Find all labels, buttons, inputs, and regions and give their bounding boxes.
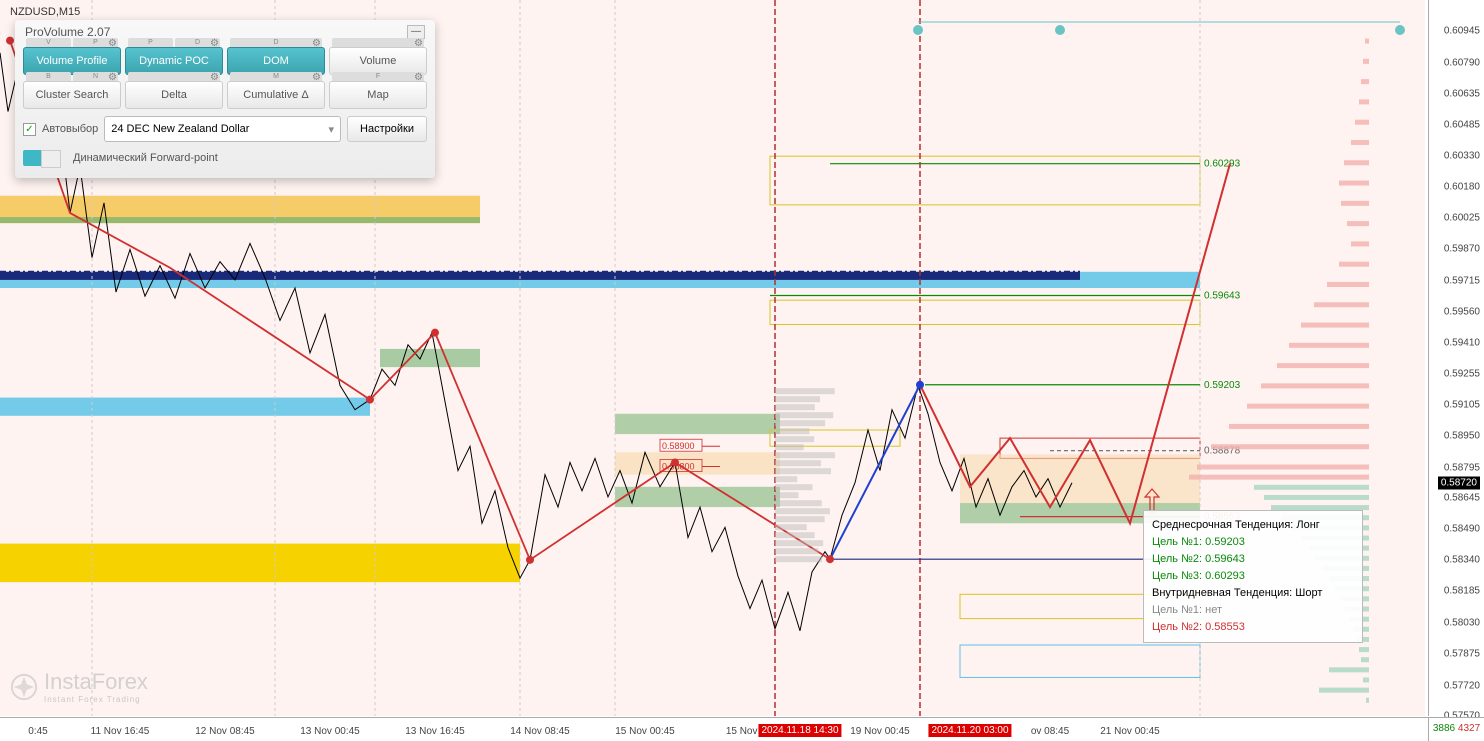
info-line-2: Цель №1: 0.59203	[1152, 534, 1354, 551]
provolume-panel[interactable]: ProVolume 2.07 — VPVolume Profile⚙PDDyna…	[15, 20, 435, 178]
ytick: 0.58950	[1444, 431, 1480, 442]
ytick: 0.60635	[1444, 89, 1480, 100]
ytick: 0.60790	[1444, 57, 1480, 68]
info-line-1: Среднесрочная Тенденция: Лонг	[1152, 517, 1354, 534]
info-line-4: Цель №3: 0.60293	[1152, 568, 1354, 585]
info-line-7: Цель №2: 0.58553	[1152, 619, 1354, 636]
gear-icon[interactable]: ⚙	[312, 38, 321, 49]
panel-button-label: Cluster Search	[36, 89, 109, 101]
xtick: 19 Nov 00:45	[850, 726, 910, 737]
settings-button[interactable]: Настройки	[347, 116, 427, 142]
chevron-down-icon: ▾	[328, 123, 334, 136]
panel-button[interactable]: Delta⚙	[125, 81, 223, 109]
ytick: 0.59715	[1444, 275, 1480, 286]
ytick: 0.57720	[1444, 680, 1480, 691]
logo-sub: Instant Forex Trading	[44, 695, 148, 704]
gear-icon[interactable]: ⚙	[108, 72, 117, 83]
gear-icon[interactable]: ⚙	[414, 72, 423, 83]
logo-icon	[10, 673, 38, 701]
svg-text:0.60293: 0.60293	[1204, 159, 1241, 170]
svg-text:0.58878: 0.58878	[1204, 446, 1241, 457]
corner-b: 4327	[1458, 723, 1480, 734]
xtick: 11 Nov 16:45	[91, 726, 150, 737]
panel-button-label: Map	[367, 89, 388, 101]
xtick: ov 08:45	[1031, 726, 1069, 737]
chart-area[interactable]: 0.602930.596430.592030.588780.585530.583…	[0, 0, 1425, 716]
panel-button-label: Cumulative Δ	[243, 89, 308, 101]
svg-text:0.58900: 0.58900	[662, 441, 695, 451]
logo-brand: InstaForex	[44, 669, 148, 695]
ytick: 0.59255	[1444, 369, 1480, 380]
forward-label: Динамический Forward-point	[73, 152, 218, 164]
settings-label: Настройки	[360, 123, 414, 135]
xtick: 12 Nov 08:45	[195, 726, 255, 737]
ytick: 0.58185	[1444, 586, 1480, 597]
panel-button-label: Dynamic POC	[139, 55, 209, 67]
xtick: 2024.11.20 03:00	[928, 724, 1011, 737]
ytick: 0.60485	[1444, 119, 1480, 130]
ytick: 0.60330	[1444, 151, 1480, 162]
x-axis: 0:45 11 Nov 16:45 12 Nov 08:45 13 Nov 00:45…	[0, 717, 1428, 741]
panel-button-label: Delta	[161, 89, 187, 101]
xtick: 13 Nov 16:45	[405, 726, 465, 737]
forward-toggle[interactable]	[23, 150, 61, 166]
panel-row-2: BNCluster Search⚙Delta⚙MCumulative Δ⚙FMa…	[15, 78, 435, 112]
ytick: 0.59410	[1444, 337, 1480, 348]
autoselect-label: Автовыбор	[42, 123, 98, 135]
xtick: 15 Nov 00:45	[615, 726, 675, 737]
xtick: 13 Nov 00:45	[300, 726, 360, 737]
autoselect-checkbox[interactable]: ✓	[23, 123, 36, 136]
panel-button-label: Volume Profile	[37, 55, 108, 67]
instrument-select[interactable]: 24 DEC New Zealand Dollar ▾	[104, 116, 341, 142]
ytick: 0.58795	[1444, 462, 1480, 473]
panel-button[interactable]: MCumulative Δ⚙	[227, 81, 325, 109]
ytick: 0.58645	[1444, 492, 1480, 503]
info-line-6: Цель №1: нет	[1152, 602, 1354, 619]
ytick: 0.60180	[1444, 181, 1480, 192]
panel-button[interactable]: VPVolume Profile⚙	[23, 47, 121, 75]
ytick: 0.60945	[1444, 26, 1480, 37]
panel-button[interactable]: Volume⚙	[329, 47, 427, 75]
xtick: 2024.11.18 14:30	[758, 724, 841, 737]
xtick: 0:45	[28, 726, 47, 737]
minimize-button[interactable]: —	[407, 25, 425, 39]
xtick: 14 Nov 08:45	[510, 726, 570, 737]
ytick: 0.57875	[1444, 649, 1480, 660]
y-axis: 0.60945 0.60790 0.60635 0.60485 0.60330 0.601…	[1428, 0, 1484, 716]
panel-row-select: ✓ Автовыбор 24 DEC New Zealand Dollar ▾ …	[15, 112, 435, 146]
ytick: 0.58030	[1444, 617, 1480, 628]
instaforex-logo: InstaForex Instant Forex Trading	[10, 669, 148, 704]
trend-infobox: Среднесрочная Тенденция: Лонг Цель №1: 0…	[1143, 510, 1363, 643]
gear-icon[interactable]: ⚙	[312, 72, 321, 83]
ytick: 0.59870	[1444, 244, 1480, 255]
gear-icon[interactable]: ⚙	[210, 38, 219, 49]
svg-text:0.59643: 0.59643	[1204, 291, 1241, 302]
panel-row-forward: Динамический Forward-point	[15, 146, 435, 170]
panel-button[interactable]: BNCluster Search⚙	[23, 81, 121, 109]
panel-button[interactable]: FMap⚙	[329, 81, 427, 109]
gear-icon[interactable]: ⚙	[108, 38, 117, 49]
gear-icon[interactable]: ⚙	[414, 38, 423, 49]
gear-icon[interactable]: ⚙	[210, 72, 219, 83]
corner-a: 3886	[1433, 723, 1455, 734]
ytick: 0.58490	[1444, 524, 1480, 535]
ytick: 0.59105	[1444, 399, 1480, 410]
ytick: 0.59560	[1444, 307, 1480, 318]
instrument-select-value: 24 DEC New Zealand Dollar	[111, 123, 249, 135]
panel-button[interactable]: PDDynamic POC⚙	[125, 47, 223, 75]
xtick: 21 Nov 00:45	[1100, 726, 1160, 737]
corner-stats: 3886 4327	[1428, 717, 1484, 741]
panel-button-label: Volume	[360, 55, 397, 67]
svg-text:0.59203: 0.59203	[1204, 380, 1241, 391]
ytick: 0.60025	[1444, 213, 1480, 224]
info-line-3: Цель №2: 0.59643	[1152, 551, 1354, 568]
info-line-5: Внутридневная Тенденция: Шорт	[1152, 585, 1354, 602]
panel-button-label: DOM	[263, 55, 289, 67]
ytick: 0.58340	[1444, 554, 1480, 565]
panel-button[interactable]: DDOM⚙	[227, 47, 325, 75]
ytick-current: 0.58720	[1438, 476, 1480, 489]
symbol-label: NZDUSD,M15	[10, 6, 80, 18]
